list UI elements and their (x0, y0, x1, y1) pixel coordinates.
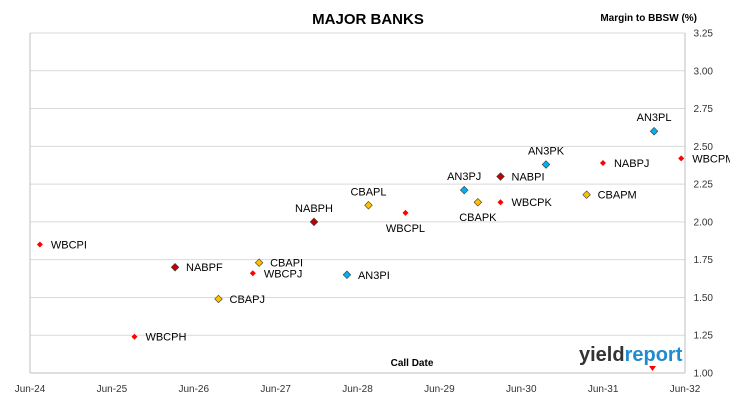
point-an3pj (459, 185, 469, 195)
point-nabph (309, 217, 319, 227)
label-wbcpl: WBCPL (386, 223, 425, 235)
point-nabpj (599, 159, 606, 166)
x-tick-label: Jun-25 (97, 384, 128, 395)
axis-layer (29, 33, 686, 374)
yieldreport-logo: yieldreport (579, 344, 683, 371)
point-an3pl (649, 126, 659, 136)
y-tick-label: 1.25 (694, 331, 714, 342)
point-cbapl (364, 201, 373, 210)
label-nabpi: NABPI (512, 172, 545, 184)
label-wbcpi: WBCPI (51, 240, 87, 252)
label-cbapj: CBAPJ (230, 294, 265, 306)
y-tick-labels: 1.00 1.25 1.50 1.75 2.00 2.25 2.50 2.75 3.00 3.25 (694, 29, 714, 380)
x-tick-label: Jun-27 (260, 384, 291, 395)
x-tick-label: Jun-32 (670, 384, 701, 395)
y-tick-label: 3.25 (694, 29, 714, 40)
chart-title: MAJOR BANKS (312, 11, 424, 28)
logo-suffix: report (625, 344, 683, 366)
point-wbcpk (497, 199, 504, 206)
label-wbcph: WBCPH (145, 332, 186, 344)
label-cbapi: CBAPI (270, 258, 303, 270)
y-tick-label: 2.25 (694, 180, 714, 191)
point-an3pk (541, 160, 551, 169)
label-wbcpm: WBCPM (692, 153, 730, 165)
logo-prefix: yield (579, 344, 625, 366)
grid-layer (30, 32, 685, 374)
x-axis-label: Call Date (391, 358, 434, 369)
y-tick-label: 3.00 (694, 66, 714, 77)
y-tick-label: 1.50 (694, 293, 714, 304)
y-axis-label: Margin to BBSW (%) (600, 13, 697, 24)
point-wbcpj (249, 270, 256, 277)
point-cbapj (214, 294, 223, 304)
y-tick-label: 2.50 (694, 142, 714, 153)
label-an3pk: AN3PK (528, 145, 565, 157)
label-wbcpj: WBCPJ (264, 268, 303, 280)
x-tick-labels: Jun-24 Jun-25 Jun-26 Jun-27 Jun-28 Jun-29 Jun-… (15, 384, 701, 395)
label-cbapk: CBAPK (459, 212, 497, 224)
label-an3pj: AN3PJ (447, 171, 481, 183)
label-wbcpk: WBCPK (512, 197, 553, 209)
x-tick-label: Jun-28 (342, 384, 373, 395)
y-tick-label: 1.00 (694, 369, 714, 380)
x-tick-label: Jun-26 (178, 384, 209, 395)
point-wbcph (131, 333, 138, 340)
logo-triangle-icon (649, 366, 656, 371)
point-nabpi (496, 172, 505, 181)
point-an3pi (342, 270, 352, 280)
x-tick-label: Jun-29 (424, 384, 455, 395)
point-cbapi (254, 258, 264, 267)
label-nabph: NABPH (295, 203, 333, 215)
y-tick-label: 2.00 (694, 217, 714, 228)
label-cbapm: CBAPM (598, 190, 637, 202)
y-tick-label: 2.75 (694, 104, 714, 115)
point-cbapk (473, 198, 483, 207)
label-an3pi: AN3PI (358, 270, 390, 282)
svg-text:yieldreport: yieldreport (579, 344, 683, 366)
label-cbapl: CBAPL (350, 186, 386, 198)
x-tick-label: Jun-31 (588, 384, 619, 395)
point-nabpf (170, 262, 180, 272)
point-wbcpi (36, 241, 43, 248)
point-wbcpm (678, 155, 685, 162)
point-cbapm (582, 190, 591, 199)
x-tick-label: Jun-30 (506, 384, 537, 395)
y-tick-label: 1.75 (694, 255, 714, 266)
label-an3pl: AN3PL (637, 112, 672, 124)
label-nabpj: NABPJ (614, 158, 649, 170)
point-wbcpl (402, 209, 409, 216)
x-tick-label: Jun-24 (15, 384, 46, 395)
label-nabpf: NABPF (186, 262, 223, 274)
data-points (36, 126, 685, 340)
